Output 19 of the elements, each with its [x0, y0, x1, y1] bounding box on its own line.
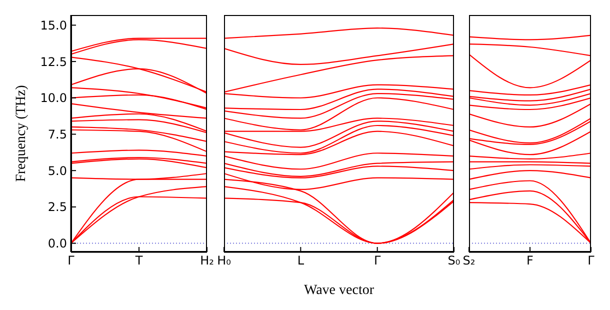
- y-tick-label: 12.5: [40, 54, 67, 69]
- x-axis-title: Wave vector: [304, 283, 374, 298]
- y-tick-label: 10.0: [40, 91, 67, 106]
- x-tick-label: H₂: [200, 254, 214, 268]
- x-tick-label: Γ: [588, 254, 595, 268]
- x-tick-label: T: [134, 254, 144, 268]
- x-tick-label: H₀: [217, 254, 232, 268]
- x-tick-label: S₀: [448, 254, 460, 268]
- x-tick-label: Γ: [68, 254, 75, 268]
- y-axis-title: Frequency (THz): [14, 84, 29, 182]
- x-tick-label: Γ: [374, 254, 381, 268]
- y-tick-label: 7.5: [48, 127, 67, 142]
- y-tick-label: 15.0: [40, 18, 67, 32]
- x-tick-label: F: [526, 254, 534, 268]
- x-tick-label: L: [297, 254, 304, 268]
- y-tick-label: 2.5: [48, 200, 67, 214]
- y-tick-label: 5.0: [48, 164, 67, 178]
- y-tick-label: 0.0: [48, 236, 67, 251]
- x-tick-label: S₂: [462, 254, 476, 268]
